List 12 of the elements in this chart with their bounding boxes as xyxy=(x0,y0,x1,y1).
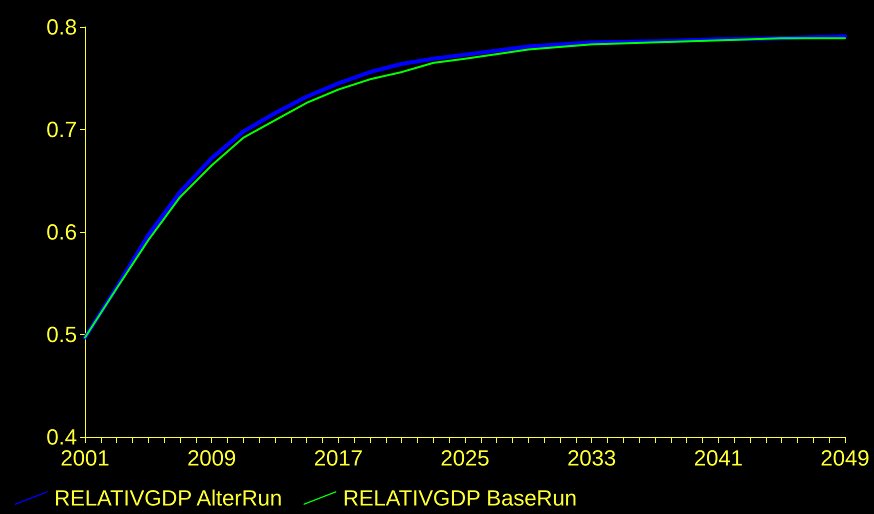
y-tick-label: 0.6 xyxy=(46,220,77,244)
x-tick-label: 2049 xyxy=(820,446,870,470)
x-tick-label: 2009 xyxy=(187,446,236,470)
legend-label: RELATIVGDP AlterRun xyxy=(54,486,282,510)
x-tick-label: 2017 xyxy=(314,446,363,470)
x-tick-label: 2025 xyxy=(440,446,490,470)
y-tick-label: 0.7 xyxy=(46,117,77,142)
legend-label: RELATIVGDP BaseRun xyxy=(342,486,577,510)
x-tick-label: 2033 xyxy=(567,446,616,470)
y-tick-label: 0.5 xyxy=(46,322,77,347)
x-tick-label: 2041 xyxy=(694,446,743,470)
y-tick-label: 0.8 xyxy=(46,14,77,40)
